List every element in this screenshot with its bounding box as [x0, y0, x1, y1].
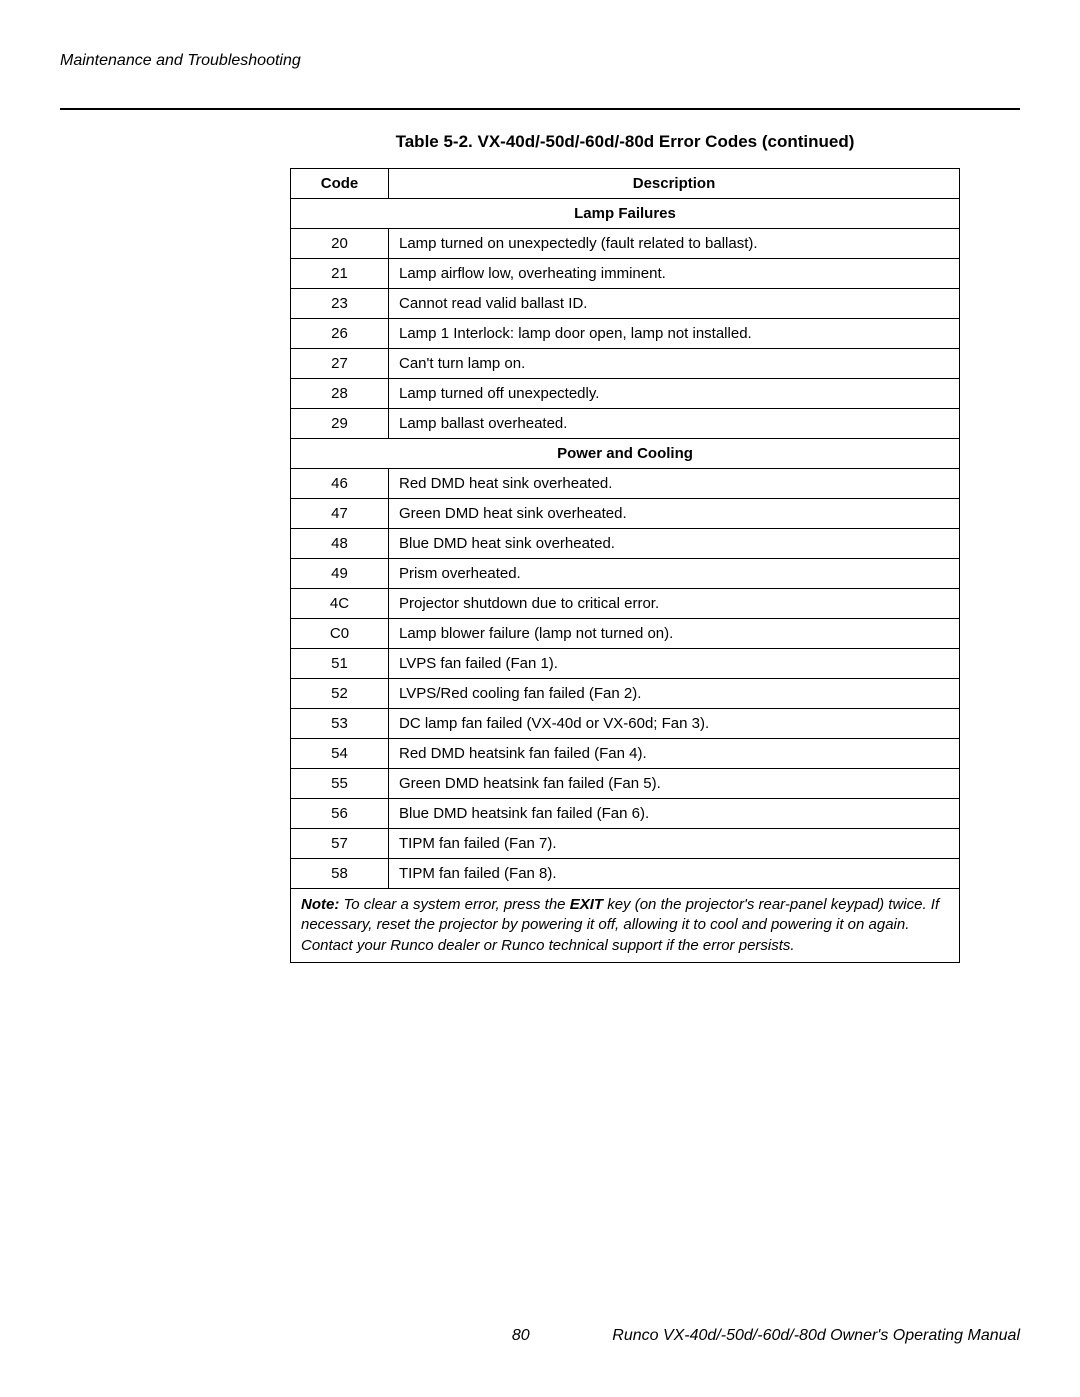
- description-cell: Prism overheated.: [389, 559, 960, 589]
- description-cell: TIPM fan failed (Fan 7).: [389, 829, 960, 859]
- table-row: 55Green DMD heatsink fan failed (Fan 5).: [291, 769, 960, 799]
- code-cell: 21: [291, 259, 389, 289]
- description-cell: LVPS/Red cooling fan failed (Fan 2).: [389, 679, 960, 709]
- section-heading-cell: Power and Cooling: [291, 439, 960, 469]
- code-cell: 58: [291, 859, 389, 889]
- description-cell: Cannot read valid ballast ID.: [389, 289, 960, 319]
- note-label: Note:: [301, 896, 339, 913]
- table-header-row: Code Description: [291, 169, 960, 199]
- code-cell: 55: [291, 769, 389, 799]
- table-note-cell: Note: To clear a system error, press the…: [291, 889, 960, 963]
- table-row: 27Can't turn lamp on.: [291, 349, 960, 379]
- code-cell: 27: [291, 349, 389, 379]
- content-area: Table 5-2. VX-40d/-50d/-60d/-80d Error C…: [290, 132, 960, 963]
- table-row: 56Blue DMD heatsink fan failed (Fan 6).: [291, 799, 960, 829]
- code-cell: 28: [291, 379, 389, 409]
- table-row: 54Red DMD heatsink fan failed (Fan 4).: [291, 739, 960, 769]
- code-cell: 57: [291, 829, 389, 859]
- document-page: Maintenance and Troubleshooting Table 5-…: [0, 0, 1080, 1397]
- description-cell: Lamp ballast overheated.: [389, 409, 960, 439]
- table-row: 49Prism overheated.: [291, 559, 960, 589]
- table-row: 20Lamp turned on unexpectedly (fault rel…: [291, 229, 960, 259]
- description-cell: Projector shutdown due to critical error…: [389, 589, 960, 619]
- horizontal-rule: [60, 108, 1020, 110]
- code-cell: 54: [291, 739, 389, 769]
- description-cell: Lamp airflow low, overheating imminent.: [389, 259, 960, 289]
- table-section-heading: Lamp Failures: [291, 199, 960, 229]
- description-cell: Lamp turned on unexpectedly (fault relat…: [389, 229, 960, 259]
- code-cell: 52: [291, 679, 389, 709]
- table-title: Table 5-2. VX-40d/-50d/-60d/-80d Error C…: [290, 132, 960, 152]
- table-row: 47Green DMD heat sink overheated.: [291, 499, 960, 529]
- error-codes-table: Code Description Lamp Failures20Lamp tur…: [290, 168, 960, 963]
- description-cell: Lamp 1 Interlock: lamp door open, lamp n…: [389, 319, 960, 349]
- table-row: C0Lamp blower failure (lamp not turned o…: [291, 619, 960, 649]
- description-cell: Red DMD heatsink fan failed (Fan 4).: [389, 739, 960, 769]
- section-heading-cell: Lamp Failures: [291, 199, 960, 229]
- table-row: 4CProjector shutdown due to critical err…: [291, 589, 960, 619]
- table-row: 26Lamp 1 Interlock: lamp door open, lamp…: [291, 319, 960, 349]
- description-cell: Green DMD heatsink fan failed (Fan 5).: [389, 769, 960, 799]
- code-cell: 56: [291, 799, 389, 829]
- table-row: 53DC lamp fan failed (VX-40d or VX-60d; …: [291, 709, 960, 739]
- table-row: 21Lamp airflow low, overheating imminent…: [291, 259, 960, 289]
- column-header-description: Description: [389, 169, 960, 199]
- code-cell: 26: [291, 319, 389, 349]
- table-row: 52LVPS/Red cooling fan failed (Fan 2).: [291, 679, 960, 709]
- description-cell: DC lamp fan failed (VX-40d or VX-60d; Fa…: [389, 709, 960, 739]
- table-row: 29Lamp ballast overheated.: [291, 409, 960, 439]
- description-cell: TIPM fan failed (Fan 8).: [389, 859, 960, 889]
- description-cell: Lamp blower failure (lamp not turned on)…: [389, 619, 960, 649]
- page-footer: 80 Runco VX-40d/-50d/-60d/-80d Owner's O…: [60, 1327, 1020, 1345]
- code-cell: 51: [291, 649, 389, 679]
- description-cell: Red DMD heat sink overheated.: [389, 469, 960, 499]
- code-cell: 46: [291, 469, 389, 499]
- description-cell: Blue DMD heat sink overheated.: [389, 529, 960, 559]
- header-section-title: Maintenance and Troubleshooting: [60, 52, 1020, 70]
- table-row: 51LVPS fan failed (Fan 1).: [291, 649, 960, 679]
- table-row: 57TIPM fan failed (Fan 7).: [291, 829, 960, 859]
- manual-title: Runco VX-40d/-50d/-60d/-80d Owner's Oper…: [612, 1327, 1020, 1345]
- note-exit-key: EXIT: [570, 896, 603, 913]
- table-body: Lamp Failures20Lamp turned on unexpected…: [291, 199, 960, 963]
- code-cell: 49: [291, 559, 389, 589]
- description-cell: LVPS fan failed (Fan 1).: [389, 649, 960, 679]
- column-header-code: Code: [291, 169, 389, 199]
- table-row: 58TIPM fan failed (Fan 8).: [291, 859, 960, 889]
- description-cell: Green DMD heat sink overheated.: [389, 499, 960, 529]
- table-row: 48Blue DMD heat sink overheated.: [291, 529, 960, 559]
- table-row: 46Red DMD heat sink overheated.: [291, 469, 960, 499]
- code-cell: 23: [291, 289, 389, 319]
- note-text-before: To clear a system error, press the: [339, 896, 569, 913]
- table-row: 28Lamp turned off unexpectedly.: [291, 379, 960, 409]
- code-cell: 29: [291, 409, 389, 439]
- code-cell: 20: [291, 229, 389, 259]
- code-cell: 4C: [291, 589, 389, 619]
- code-cell: C0: [291, 619, 389, 649]
- description-cell: Blue DMD heatsink fan failed (Fan 6).: [389, 799, 960, 829]
- code-cell: 53: [291, 709, 389, 739]
- table-row: 23Cannot read valid ballast ID.: [291, 289, 960, 319]
- table-section-heading: Power and Cooling: [291, 439, 960, 469]
- description-cell: Can't turn lamp on.: [389, 349, 960, 379]
- description-cell: Lamp turned off unexpectedly.: [389, 379, 960, 409]
- table-note-row: Note: To clear a system error, press the…: [291, 889, 960, 963]
- code-cell: 47: [291, 499, 389, 529]
- page-number: 80: [512, 1327, 530, 1345]
- code-cell: 48: [291, 529, 389, 559]
